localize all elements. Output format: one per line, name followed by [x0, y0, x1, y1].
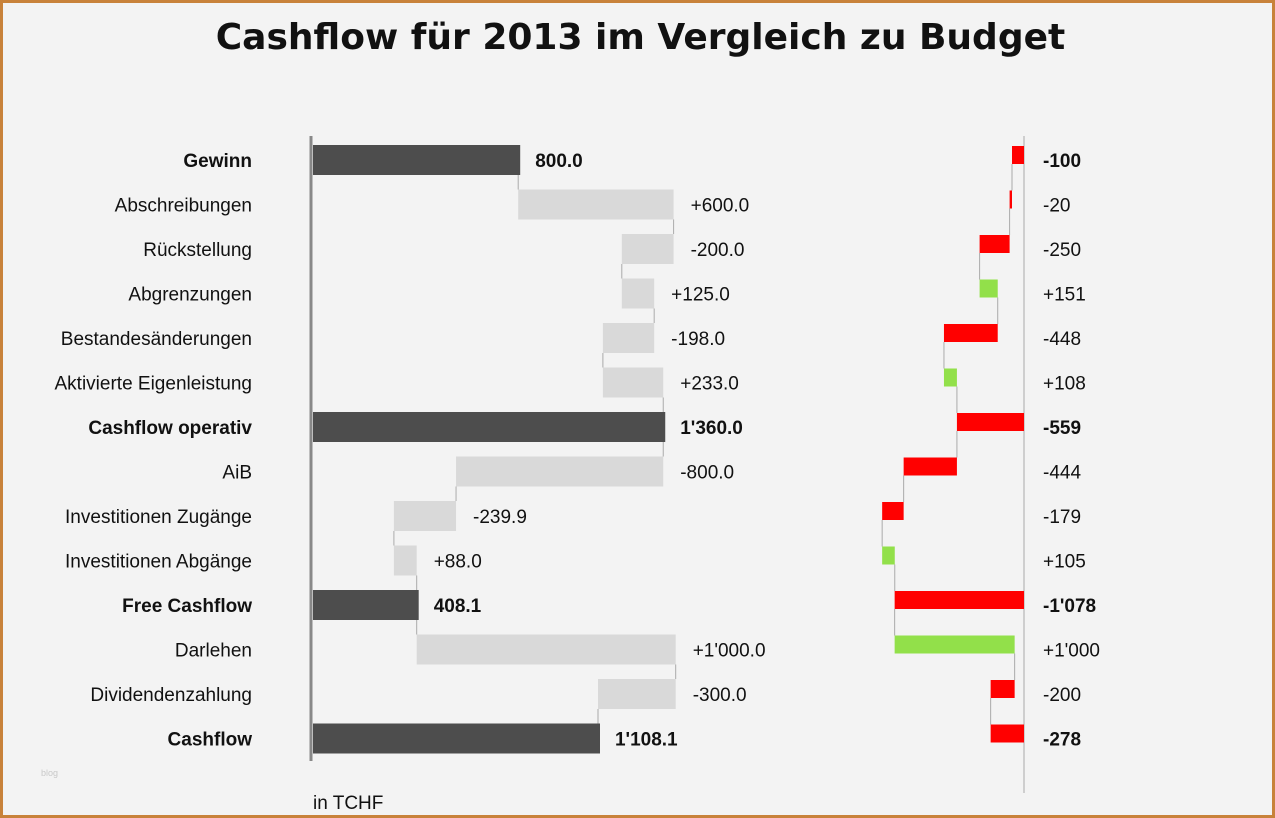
variance-bar [956, 413, 1024, 431]
value-label: -239.9 [473, 507, 527, 528]
bar-total [313, 145, 521, 175]
category-label: Rückstellung [143, 240, 252, 261]
category-label: Investitionen Abgänge [65, 552, 252, 573]
variance-label: +151 [1043, 285, 1086, 306]
variance-label: -250 [1043, 240, 1081, 261]
bar-delta [602, 367, 664, 398]
value-label: 1'360.0 [680, 418, 743, 439]
value-label: -300.0 [693, 685, 747, 706]
bar-total [313, 723, 600, 754]
variance-label: -100 [1043, 151, 1081, 172]
variance-label: -278 [1043, 730, 1081, 751]
category-label: Free Cashflow [122, 596, 252, 617]
variance-bar [979, 235, 1010, 253]
category-label: Aktivierte Eigenleistung [55, 374, 253, 395]
variance-label: -200 [1043, 685, 1081, 706]
category-label: Cashflow operativ [88, 418, 252, 439]
value-label: 408.1 [434, 596, 482, 617]
variance-label: +108 [1043, 374, 1086, 395]
variance-label: +1'000 [1043, 641, 1100, 662]
variance-bar [943, 368, 957, 387]
variance-bar [882, 546, 895, 565]
variance-bar [1009, 190, 1012, 209]
bar-delta [393, 545, 417, 576]
category-label: AiB [222, 463, 252, 484]
variance-bar [903, 457, 957, 476]
variance-bar [894, 635, 1015, 654]
variance-bar [990, 724, 1024, 743]
category-label: Bestandesänderungen [61, 329, 252, 350]
value-label: +233.0 [680, 374, 739, 395]
category-label: Abschreibungen [115, 196, 252, 217]
watermark: blog [41, 768, 59, 778]
variance-label: -1'078 [1043, 596, 1096, 617]
value-label: +88.0 [434, 552, 482, 573]
value-label: +125.0 [671, 285, 730, 306]
value-label: 800.0 [535, 151, 583, 172]
variance-label: -179 [1043, 507, 1081, 528]
variance-bar [1012, 146, 1024, 164]
variance-bar [990, 680, 1015, 698]
category-label: Cashflow [168, 730, 253, 751]
bar-delta [518, 189, 674, 220]
variance-bar [894, 591, 1024, 609]
chart-title: Cashflow für 2013 im Vergleich zu Budget [215, 17, 1066, 58]
value-label: +1'000.0 [693, 641, 766, 662]
variance-label: -20 [1043, 196, 1070, 217]
category-label: Gewinn [183, 151, 252, 172]
category-label: Darlehen [175, 641, 252, 662]
bar-delta [456, 456, 664, 487]
variance-bar [979, 279, 998, 298]
variance-bar [943, 324, 998, 342]
bar-total [313, 412, 666, 442]
bar-delta [602, 323, 655, 353]
variance-label: -444 [1043, 463, 1081, 484]
variance-bar [882, 502, 904, 520]
value-label: 1'108.1 [615, 730, 678, 751]
waterfall-chart: Gewinn 800.0 -100 Abschreibungen +600.0 -20 Rü… [55, 136, 1100, 793]
bar-delta [621, 278, 655, 309]
value-label: -800.0 [680, 463, 734, 484]
value-label: -198.0 [671, 329, 725, 350]
bar-delta [621, 234, 674, 264]
variance-label: -559 [1043, 418, 1081, 439]
bar-total [313, 590, 419, 620]
bar-delta [416, 634, 676, 665]
bar-delta [597, 679, 676, 709]
variance-label: -448 [1043, 329, 1081, 350]
value-label: -200.0 [691, 240, 745, 261]
category-label: Dividendenzahlung [90, 685, 252, 706]
category-label: Investitionen Zugänge [65, 507, 252, 528]
unit-label: in TCHF [313, 793, 384, 814]
bar-delta [393, 501, 457, 531]
value-label: +600.0 [691, 196, 750, 217]
category-label: Abgrenzungen [128, 285, 252, 306]
variance-label: +105 [1043, 552, 1086, 573]
